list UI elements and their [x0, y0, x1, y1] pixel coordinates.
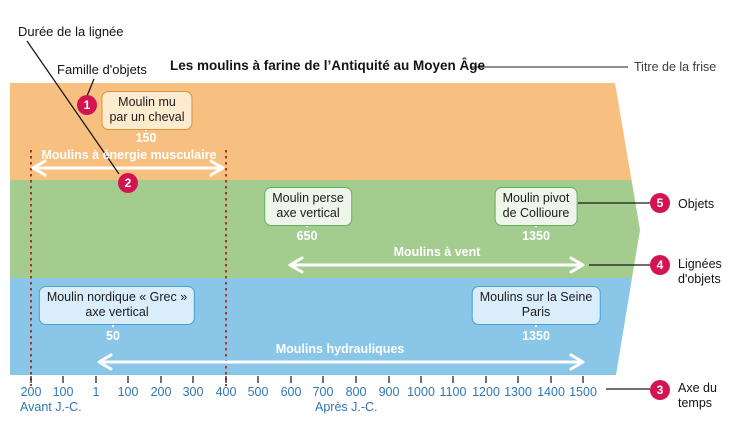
muscular-lineage-arrow — [31, 159, 225, 177]
callout-label-line: temps — [678, 396, 713, 410]
axis-tick-label: 1000 — [407, 385, 435, 399]
axis-tick-label: 600 — [280, 385, 302, 399]
object-box-line: Moulin nordique « Grec » — [46, 290, 188, 304]
object-box-line: Moulin pivot — [502, 191, 570, 205]
object-box-persian-mill: Moulin perse axe vertical — [264, 187, 352, 226]
axis-tick-label: 200 — [150, 385, 172, 399]
axis-tick-label: 1300 — [504, 385, 532, 399]
axis-tick-label: 100 — [52, 385, 74, 399]
object-box-horse-mill: Moulin mu par un cheval — [101, 91, 193, 130]
band-wind-shape — [10, 180, 640, 278]
axis-tick-label: 1100 — [439, 385, 467, 399]
axis-tick-label: 900 — [378, 385, 400, 399]
wind-lineage-arrow — [288, 256, 585, 274]
callout-label-line: Axe du — [678, 381, 717, 395]
frieze-title: Les moulins à farine de l’Antiquité au M… — [170, 58, 486, 73]
axis-tick-label: 1 — [92, 385, 100, 399]
hydraulic-lineage-arrow — [97, 353, 585, 371]
axis-tick-label: 800 — [345, 385, 367, 399]
object-year: 50 — [106, 329, 120, 343]
axis-tick-label: 1500 — [569, 385, 597, 399]
callout-label-time-axis: Axe du temps — [678, 381, 717, 411]
object-box-line: axe vertical — [85, 305, 149, 320]
band-label-muscular: Moulins à énergie musculaire — [41, 148, 217, 162]
object-box-pivot-mill: Moulin pivot de Collioure — [494, 187, 578, 226]
callout-circle-3: 3 — [650, 380, 670, 400]
object-box-line: Moulin perse — [272, 191, 344, 205]
object-year: 1350 — [522, 229, 550, 243]
object-box-nordic-mill: Moulin nordique « Grec » axe vertical — [38, 286, 196, 325]
axis-tick-label: 400 — [215, 385, 237, 399]
object-year: 150 — [135, 131, 157, 145]
callout-circle-2: 2 — [118, 173, 138, 193]
callout-label-line: Objets — [678, 197, 715, 211]
callout-circle-1: 1 — [77, 95, 97, 115]
callout-label-objects: Objets — [678, 197, 714, 212]
callout-lines — [26, 40, 650, 390]
object-box-line: Moulin mu — [118, 95, 176, 109]
object-box-line: Paris — [521, 305, 551, 320]
callout-circle-5: 5 — [650, 193, 670, 213]
axis-tick-label: 500 — [247, 385, 269, 399]
axis-tick-label: 300 — [182, 385, 204, 399]
axis-tick-label: 200 — [20, 385, 42, 399]
object-year: 650 — [296, 229, 318, 243]
object-box-line: Moulins sur la Seine — [479, 290, 593, 304]
callout-circle-4: 4 — [650, 255, 670, 275]
callout-label-lineages: Lignées d'objets — [678, 257, 722, 287]
era-label-ad: Après J.-C. — [315, 400, 378, 414]
object-box-seine-mill: Moulins sur la Seine Paris — [471, 286, 601, 325]
callout-label-line: Lignées — [678, 257, 722, 271]
axis-tick-label: 1400 — [537, 385, 565, 399]
title-legend-label: Titre de la frise — [634, 60, 717, 74]
object-box-line: de Collioure — [502, 206, 570, 221]
object-box-line: par un cheval — [109, 110, 185, 125]
object-box-line: axe vertical — [276, 206, 340, 221]
duration-annotation: Durée de la lignée — [18, 24, 124, 39]
callout-label-line: d'objets — [678, 272, 721, 286]
era-label-bc: Avant J.-C. — [20, 400, 82, 414]
axis-tick-label: 1200 — [472, 385, 500, 399]
family-annotation: Famille d'objets — [57, 62, 147, 77]
axis-tick-label: 700 — [312, 385, 334, 399]
time-axis-ticks — [30, 376, 584, 383]
band-label-hydraulic: Moulins hydrauliques — [275, 342, 405, 356]
band-label-wind: Moulins à vent — [393, 245, 481, 259]
axis-tick-label: 100 — [117, 385, 139, 399]
object-year: 1350 — [522, 329, 550, 343]
